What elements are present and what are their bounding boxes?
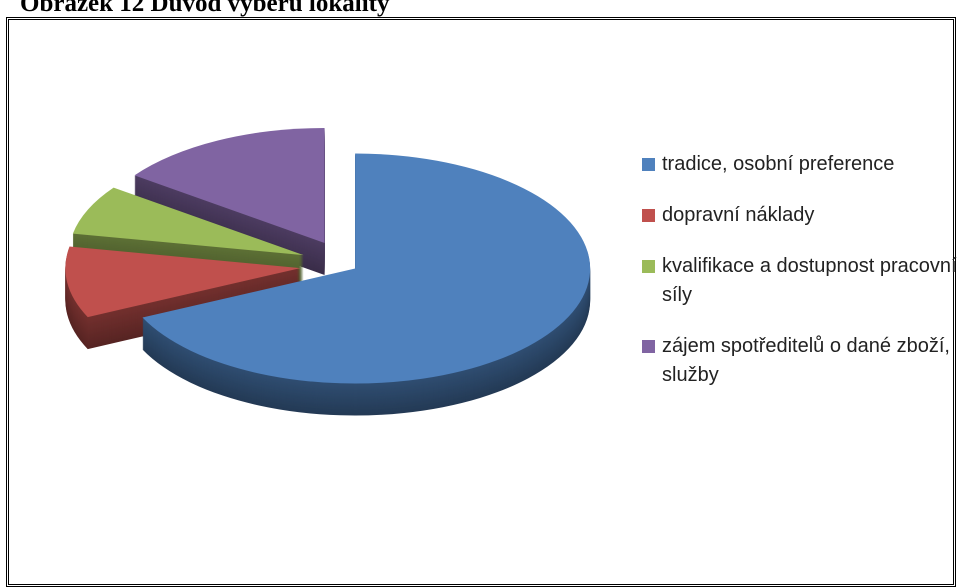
legend-swatch	[642, 340, 655, 353]
legend-swatch	[642, 260, 655, 273]
legend-item: kvalifikace a dostupnost pracovní síly	[640, 252, 960, 310]
slice	[65, 246, 301, 350]
slice-top	[142, 153, 591, 384]
legend-label: tradice, osobní preference	[662, 153, 895, 175]
legend-label: zájem spotředitelů o dané zboží, služby	[662, 335, 950, 386]
slice-top	[134, 127, 325, 243]
slice	[134, 127, 325, 275]
legend-item: dopravní náklady	[640, 201, 960, 230]
chart-title: Obrázek 12 Důvod výběru lokality	[20, 0, 390, 17]
legend-swatch	[642, 209, 655, 222]
legend: tradice, osobní preference dopravní nákla…	[640, 150, 960, 412]
legend-label: dopravní náklady	[662, 204, 815, 226]
slice	[142, 153, 591, 416]
legend-label: kvalifikace a dostupnost pracovní síly	[662, 255, 957, 306]
slice-top	[72, 187, 304, 256]
slice-top	[65, 246, 301, 318]
legend-item: tradice, osobní preference	[640, 150, 960, 179]
legend-swatch	[642, 158, 655, 171]
legend-item: zájem spotředitelů o dané zboží, služby	[640, 332, 960, 390]
